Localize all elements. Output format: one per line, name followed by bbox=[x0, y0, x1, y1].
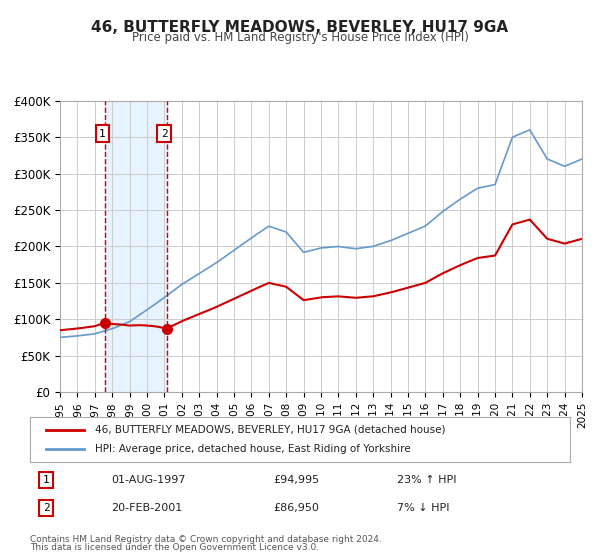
Text: 01-AUG-1997: 01-AUG-1997 bbox=[111, 475, 185, 485]
Text: 2: 2 bbox=[43, 503, 50, 513]
Text: 1: 1 bbox=[99, 129, 106, 138]
Bar bbox=[105, 101, 167, 392]
Text: 20-FEB-2001: 20-FEB-2001 bbox=[111, 503, 182, 513]
Text: 23% ↑ HPI: 23% ↑ HPI bbox=[397, 475, 457, 485]
Text: 7% ↓ HPI: 7% ↓ HPI bbox=[397, 503, 450, 513]
Text: £94,995: £94,995 bbox=[273, 475, 319, 485]
Text: Price paid vs. HM Land Registry's House Price Index (HPI): Price paid vs. HM Land Registry's House … bbox=[131, 31, 469, 44]
Text: £86,950: £86,950 bbox=[273, 503, 319, 513]
Text: 46, BUTTERFLY MEADOWS, BEVERLEY, HU17 9GA: 46, BUTTERFLY MEADOWS, BEVERLEY, HU17 9G… bbox=[91, 20, 509, 35]
Text: 2: 2 bbox=[161, 129, 167, 138]
Text: 1: 1 bbox=[43, 475, 50, 485]
Text: This data is licensed under the Open Government Licence v3.0.: This data is licensed under the Open Gov… bbox=[30, 543, 319, 552]
Text: 46, BUTTERFLY MEADOWS, BEVERLEY, HU17 9GA (detached house): 46, BUTTERFLY MEADOWS, BEVERLEY, HU17 9G… bbox=[95, 424, 445, 435]
Text: Contains HM Land Registry data © Crown copyright and database right 2024.: Contains HM Land Registry data © Crown c… bbox=[30, 535, 382, 544]
Text: HPI: Average price, detached house, East Riding of Yorkshire: HPI: Average price, detached house, East… bbox=[95, 445, 410, 455]
